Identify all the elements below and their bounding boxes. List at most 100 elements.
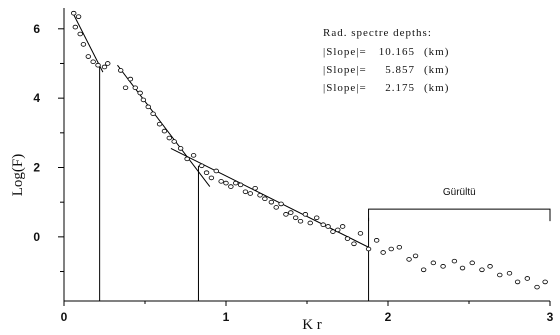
data-point (218, 179, 224, 184)
data-point (335, 227, 341, 233)
data-point (80, 42, 87, 47)
slope-unit: (km) (424, 82, 449, 94)
data-point (140, 97, 147, 103)
data-point (297, 218, 304, 224)
data-point (101, 64, 108, 70)
slope-fit-line (71, 11, 104, 73)
x-tick-label: 3 (547, 310, 554, 324)
data-point (278, 201, 284, 207)
data-points (71, 10, 548, 290)
data-point (257, 192, 263, 198)
y-tick-label: 2 (33, 161, 40, 175)
data-point (223, 180, 229, 186)
data-point (247, 191, 253, 196)
data-point (307, 220, 313, 226)
data-point (122, 85, 129, 91)
data-point (127, 76, 134, 82)
y-axis-title: Log(F) (10, 154, 26, 197)
data-point (95, 62, 101, 68)
data-point (451, 258, 458, 264)
data-point (198, 163, 205, 169)
y-tick-label: 0 (33, 230, 40, 244)
data-point (262, 196, 268, 202)
data-point (237, 182, 244, 188)
slope-value: 10.165 (379, 46, 415, 58)
slope-value: 5.857 (385, 64, 415, 76)
noise-bracket-line (368, 208, 551, 222)
slope-label: |Slope|= (323, 82, 367, 94)
data-point (85, 54, 91, 59)
data-point (145, 104, 151, 110)
data-point (406, 257, 412, 262)
data-point (357, 231, 364, 236)
data-point (314, 215, 320, 221)
data-point (459, 265, 466, 271)
data-point (132, 85, 138, 91)
data-point (497, 272, 503, 278)
data-point (479, 267, 485, 273)
data-point (469, 260, 475, 266)
slope-label: |Slope|= (323, 64, 367, 76)
noise-bracket: Gürültü (368, 187, 551, 222)
data-point (420, 267, 427, 273)
data-point (117, 68, 124, 73)
data-point (351, 241, 357, 247)
data-point (72, 24, 79, 30)
data-point (105, 61, 111, 66)
slope-legend: Rad. spectre depths: |Slope|= 10.165 (km… (323, 27, 449, 94)
data-point (184, 156, 190, 162)
slope-unit: (km) (424, 64, 449, 76)
data-point (320, 222, 326, 228)
data-point (171, 139, 177, 144)
data-point (542, 279, 548, 285)
data-point (396, 244, 403, 250)
data-point (325, 224, 331, 229)
data-point (190, 153, 197, 158)
data-point (487, 264, 493, 269)
noise-label: Gürültü (443, 187, 476, 198)
y-tick-group: 0 2 4 6 (33, 22, 64, 273)
data-point (233, 180, 239, 186)
data-point (166, 135, 172, 141)
data-point (440, 264, 446, 269)
data-point (208, 175, 215, 181)
data-point (203, 170, 210, 176)
data-point (506, 270, 513, 276)
legend-title: Rad. spectre depths: (323, 27, 432, 39)
y-tick-label: 6 (33, 22, 40, 36)
data-point (292, 215, 299, 221)
data-point (330, 229, 336, 234)
x-tick-label: 1 (223, 310, 230, 324)
data-point (514, 279, 521, 285)
vertical-markers (99, 65, 370, 301)
slope-label: |Slope|= (323, 46, 367, 58)
data-point (71, 10, 77, 16)
data-point (177, 146, 184, 151)
data-point (268, 199, 275, 205)
data-point (213, 168, 219, 174)
x-tick-label: 0 (61, 310, 68, 324)
data-point (161, 128, 168, 134)
data-point (365, 246, 372, 252)
y-tick-label: 4 (33, 91, 40, 105)
data-point (288, 210, 294, 215)
data-point (75, 14, 82, 19)
data-point (242, 189, 249, 195)
data-point (283, 212, 289, 217)
x-tick-label: 2 (385, 310, 392, 324)
data-point (412, 253, 419, 259)
data-point (77, 31, 83, 37)
data-point (150, 111, 156, 117)
data-point (228, 184, 234, 189)
slope-unit: (km) (424, 46, 449, 58)
data-point (273, 205, 279, 210)
x-axis-title: K r (302, 317, 322, 333)
data-point (156, 121, 163, 127)
data-point (339, 224, 346, 229)
data-point (388, 246, 394, 252)
data-point (344, 236, 351, 241)
slope-fit-line (117, 64, 211, 187)
slope-fit-line (170, 147, 369, 248)
slope-value: 2.175 (385, 82, 415, 94)
